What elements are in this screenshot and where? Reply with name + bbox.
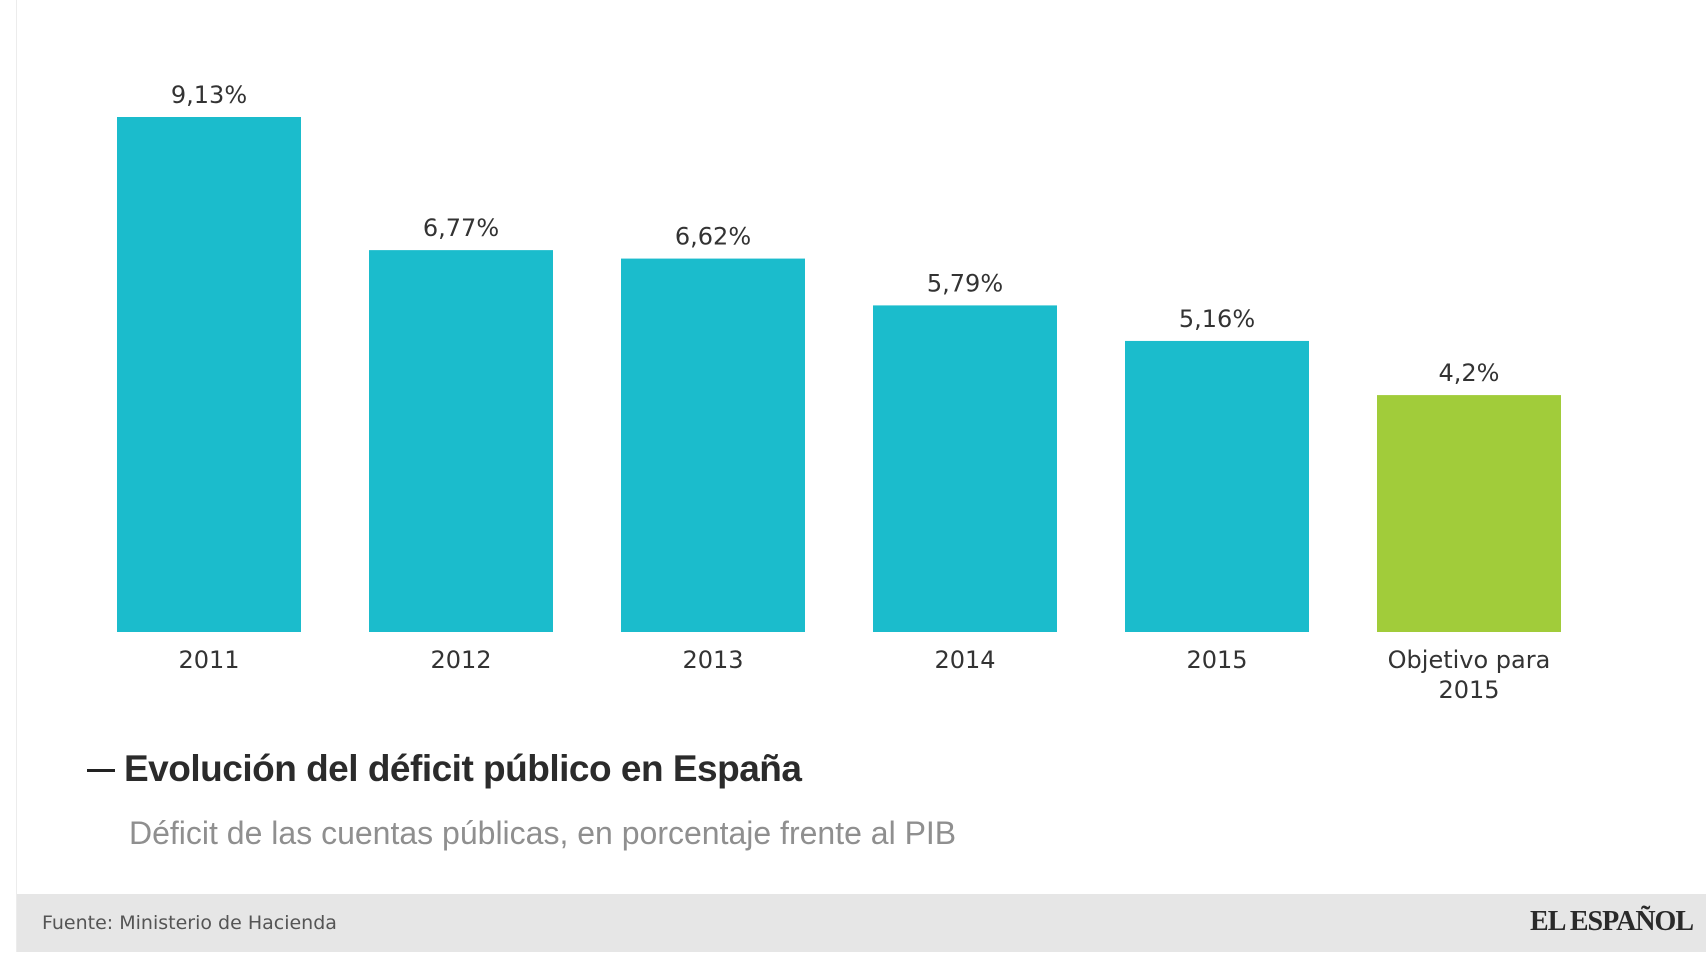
value-label-5: 5,16% bbox=[1179, 305, 1255, 333]
bar-1 bbox=[117, 117, 301, 632]
value-label-4: 5,79% bbox=[927, 269, 1003, 297]
chart-card: 9,13% 2011 6,77% 2012 6,62% 2013 5,79% 2014 5,16… bbox=[16, 0, 1706, 952]
brand-logo: EL ESPAÑOL bbox=[1530, 906, 1694, 937]
bar-3 bbox=[621, 258, 805, 632]
title-row: Evolución del déficit público en España bbox=[87, 748, 802, 790]
value-label-3: 6,62% bbox=[675, 223, 751, 251]
category-label-1: 2011 bbox=[178, 646, 239, 674]
value-label-2: 6,77% bbox=[423, 214, 499, 242]
category-label-6: Objetivo para 2015 bbox=[1388, 646, 1551, 704]
category-label-2: 2012 bbox=[430, 646, 491, 674]
bar-5 bbox=[1125, 340, 1309, 632]
value-label-1: 9,13% bbox=[171, 81, 247, 109]
category-label-5: 2015 bbox=[1186, 646, 1247, 674]
chart-title: Evolución del déficit público en España bbox=[124, 748, 802, 789]
category-label-4: 2014 bbox=[934, 646, 995, 674]
chart-subtitle: Déficit de las cuentas públicas, en porc… bbox=[129, 815, 957, 851]
footer: Fuente: Ministerio de Hacienda EL ESPAÑO… bbox=[17, 894, 1706, 952]
bar-2 bbox=[369, 250, 553, 632]
bar-4 bbox=[873, 305, 1057, 632]
title-dash bbox=[87, 768, 115, 772]
bar-chart: 9,13% 2011 6,77% 2012 6,62% 2013 5,79% 2014 5,16… bbox=[117, 81, 1561, 704]
value-label-6: 4,2% bbox=[1439, 359, 1500, 387]
source-note: Fuente: Ministerio de Hacienda bbox=[42, 912, 337, 934]
category-label-3: 2013 bbox=[682, 646, 743, 674]
bar-6 bbox=[1377, 395, 1561, 632]
